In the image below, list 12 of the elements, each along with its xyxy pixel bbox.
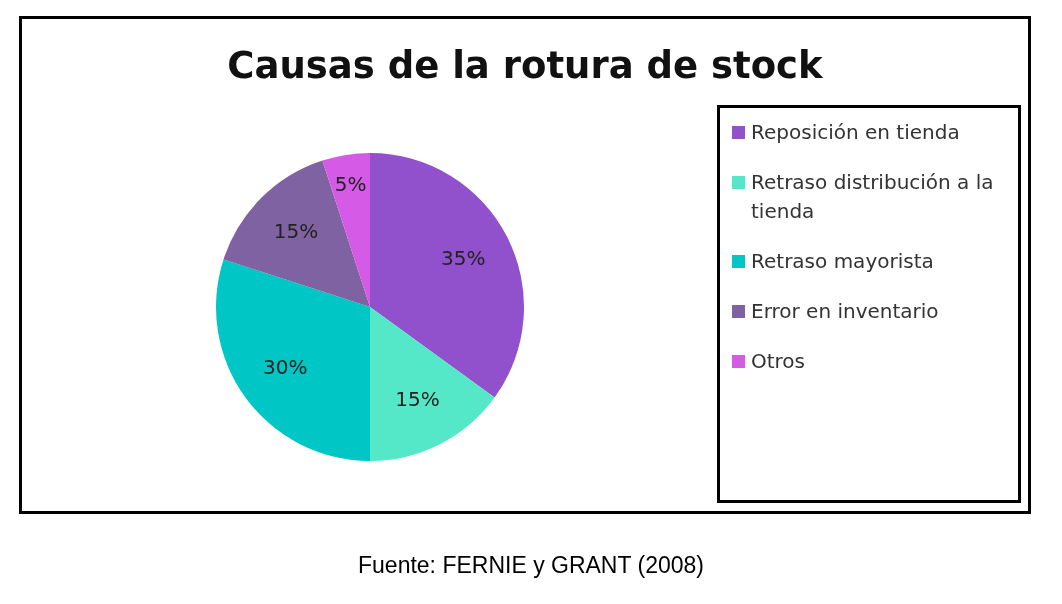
legend-label: Retraso distribución a la tienda <box>751 169 995 225</box>
source-note: Fuente: FERNIE y GRANT (2008) <box>357 552 705 579</box>
data-label: 35% <box>441 245 486 270</box>
legend-label: Otros <box>751 348 806 375</box>
data-label: 5% <box>334 171 367 196</box>
data-label: 15% <box>395 386 440 411</box>
data-label: 30% <box>263 354 308 379</box>
legend-label: Error en inventario <box>751 298 939 325</box>
data-label: 15% <box>273 219 319 244</box>
chart-title: Causas de la rotura de stock <box>226 44 824 87</box>
legend-label: Retraso mayorista <box>751 248 934 275</box>
legend-label: Reposición en tienda <box>751 119 960 146</box>
